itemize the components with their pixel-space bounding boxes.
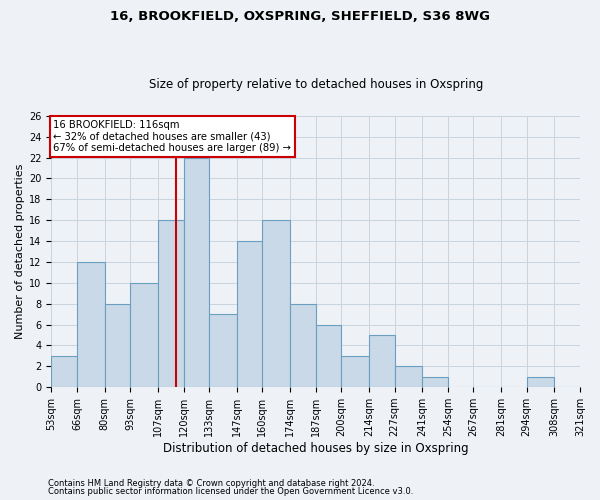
Bar (77, 262, 104, 387)
Bar (316, 324, 341, 387)
Bar (237, 241, 262, 387)
Y-axis label: Number of detached properties: Number of detached properties (15, 164, 25, 339)
Bar (341, 356, 369, 387)
Text: Contains public sector information licensed under the Open Government Licence v3: Contains public sector information licen… (48, 487, 413, 496)
Bar (52, 356, 77, 387)
Text: Contains HM Land Registry data © Crown copyright and database right 2024.: Contains HM Land Registry data © Crown c… (48, 478, 374, 488)
Text: 16 BROOKFIELD: 116sqm
← 32% of detached houses are smaller (43)
67% of semi-deta: 16 BROOKFIELD: 116sqm ← 32% of detached … (53, 120, 291, 153)
Bar (104, 304, 130, 387)
Text: 16, BROOKFIELD, OXSPRING, SHEFFIELD, S36 8WG: 16, BROOKFIELD, OXSPRING, SHEFFIELD, S36… (110, 10, 490, 23)
Bar (262, 220, 290, 387)
Bar (527, 377, 554, 387)
Bar (369, 335, 395, 387)
Bar (395, 366, 422, 387)
Bar (290, 304, 316, 387)
Bar (209, 314, 237, 387)
Bar (158, 220, 184, 387)
Bar (184, 158, 209, 387)
Bar (422, 377, 448, 387)
Title: Size of property relative to detached houses in Oxspring: Size of property relative to detached ho… (149, 78, 483, 91)
X-axis label: Distribution of detached houses by size in Oxspring: Distribution of detached houses by size … (163, 442, 469, 455)
Bar (130, 283, 158, 387)
